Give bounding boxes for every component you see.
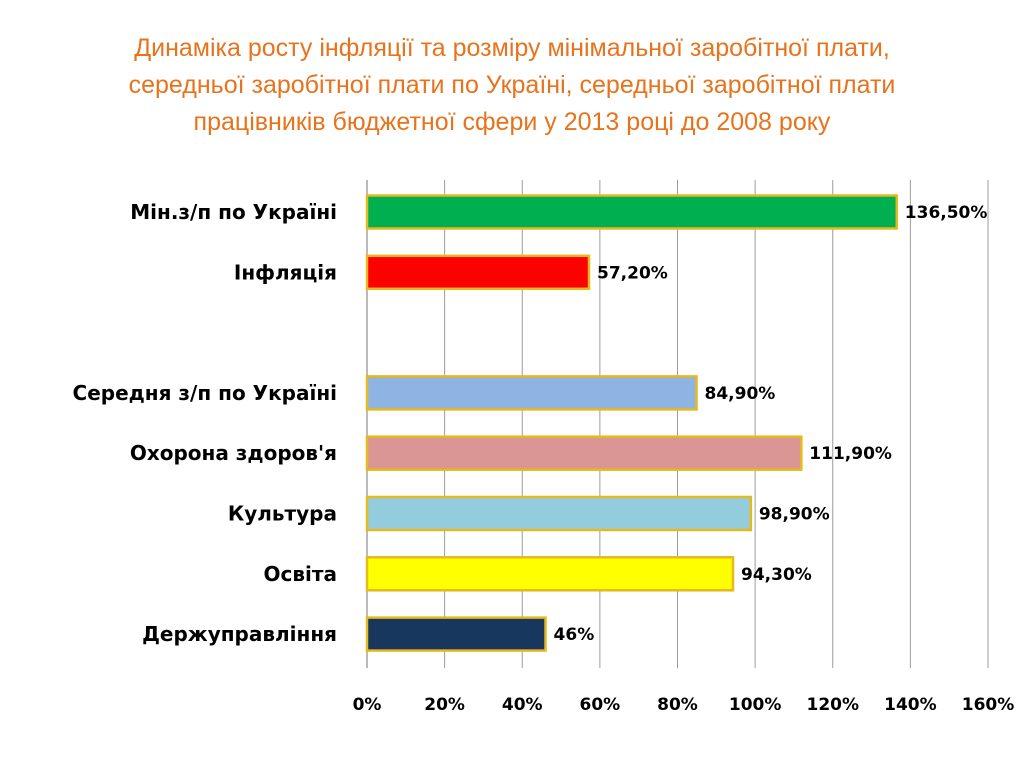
slide-title-line-3: працівників бюджетної сфери у 2013 році …: [193, 108, 831, 136]
category-label: Освіта: [264, 562, 337, 586]
data-label: 57,20%: [597, 263, 668, 283]
bars: [365, 194, 899, 652]
x-tick-label: 160%: [962, 695, 1015, 715]
x-tick-label: 100%: [729, 695, 782, 715]
category-label: Охорона здоров'я: [130, 441, 337, 465]
data-label: 84,90%: [705, 384, 776, 404]
slide-title: Динаміка росту інфляції та розміру мінім…: [40, 30, 984, 141]
data-label: 46%: [554, 625, 595, 645]
x-tick-label: 140%: [884, 695, 937, 715]
x-tick-label: 120%: [806, 695, 859, 715]
data-label: 98,90%: [759, 505, 830, 525]
bar: [365, 194, 899, 230]
x-tick-label: 0%: [353, 695, 382, 715]
category-label: Мін.з/п по Україні: [130, 200, 337, 224]
category-label: Культура: [228, 502, 337, 526]
bar: [365, 375, 698, 411]
x-tick-label: 80%: [657, 695, 698, 715]
bar: [365, 495, 753, 532]
slide-title-line-1: Динаміка росту інфляції та розміру мінім…: [134, 34, 890, 62]
data-label: 136,50%: [905, 203, 988, 223]
x-tick-label: 60%: [580, 695, 621, 715]
x-tick-label: 20%: [424, 695, 465, 715]
x-tick-label: 40%: [502, 695, 543, 715]
bar: [365, 435, 803, 471]
slide-title-line-2: середньої заробітної плати по Україні, с…: [128, 71, 896, 99]
category-label: Держуправління: [142, 622, 337, 646]
category-label: Середня з/п по Україні: [73, 381, 337, 405]
gridlines: [366, 180, 989, 668]
category-label: Інфляція: [234, 260, 337, 284]
bar: [365, 556, 735, 592]
data-label: 94,30%: [741, 565, 812, 585]
data-label: 111,90%: [809, 444, 892, 464]
bar: [365, 616, 547, 652]
labels: 0% 20% 40% 60% 80% 100% 120% 140% 160% Мін.з/п по…: [73, 200, 1015, 715]
bar: [365, 254, 591, 291]
